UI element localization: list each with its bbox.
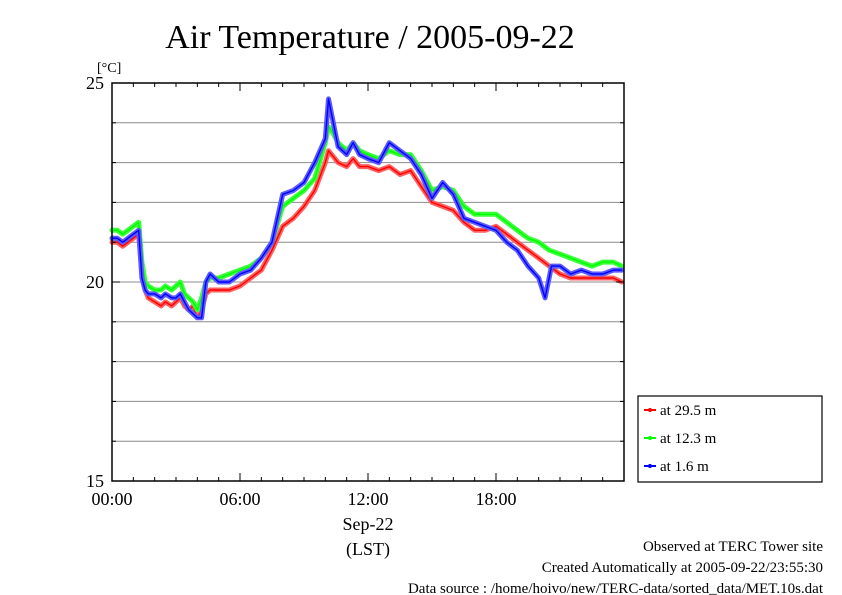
legend-label: at 1.6 m: [660, 459, 709, 475]
x-axis-ticks: 00:00 06:00 12:00 18:00: [91, 83, 625, 509]
y-axis-unit-label: [°C]: [97, 61, 121, 76]
x-tick-label: 18:00: [475, 489, 516, 509]
footer-created: Created Automatically at 2005-09-22/23:5…: [542, 560, 823, 576]
series-line: [112, 126, 623, 311]
series-line: [112, 98, 622, 319]
x-tick-label: 12:00: [347, 489, 388, 509]
x-tick-label: 00:00: [91, 489, 132, 509]
footer-source: Data source : /home/hoivo/new/TERC-data/…: [408, 581, 824, 595]
legend-box: [637, 395, 823, 483]
x-axis-date-label: Sep-22: [343, 514, 394, 534]
series-layer: [109, 96, 625, 321]
y-tick-label: 25: [86, 73, 104, 93]
series-line: [112, 149, 623, 319]
chart-title: Air Temperature / 2005-09-22: [165, 19, 575, 56]
series-line-halo: [109, 96, 625, 321]
x-axis-title: (LST): [346, 539, 390, 560]
legend-label: at 29.5 m: [660, 403, 717, 419]
legend: at 29.5 m at 12.3 m at 1.6 m: [637, 395, 823, 483]
y-tick-label: 15: [86, 471, 104, 491]
legend-marker: [648, 464, 652, 468]
footer-site: Observed at TERC Tower site: [643, 539, 823, 555]
grid-lines: [112, 122, 624, 442]
legend-marker: [648, 436, 652, 440]
legend-items: at 29.5 m at 12.3 m at 1.6 m: [644, 403, 717, 475]
x-tick-label: 06:00: [219, 489, 260, 509]
legend-label: at 12.3 m: [660, 431, 717, 447]
y-axis-ticks: 15 20 25: [86, 73, 624, 491]
legend-marker: [648, 408, 652, 412]
y-tick-label: 20: [86, 272, 104, 292]
